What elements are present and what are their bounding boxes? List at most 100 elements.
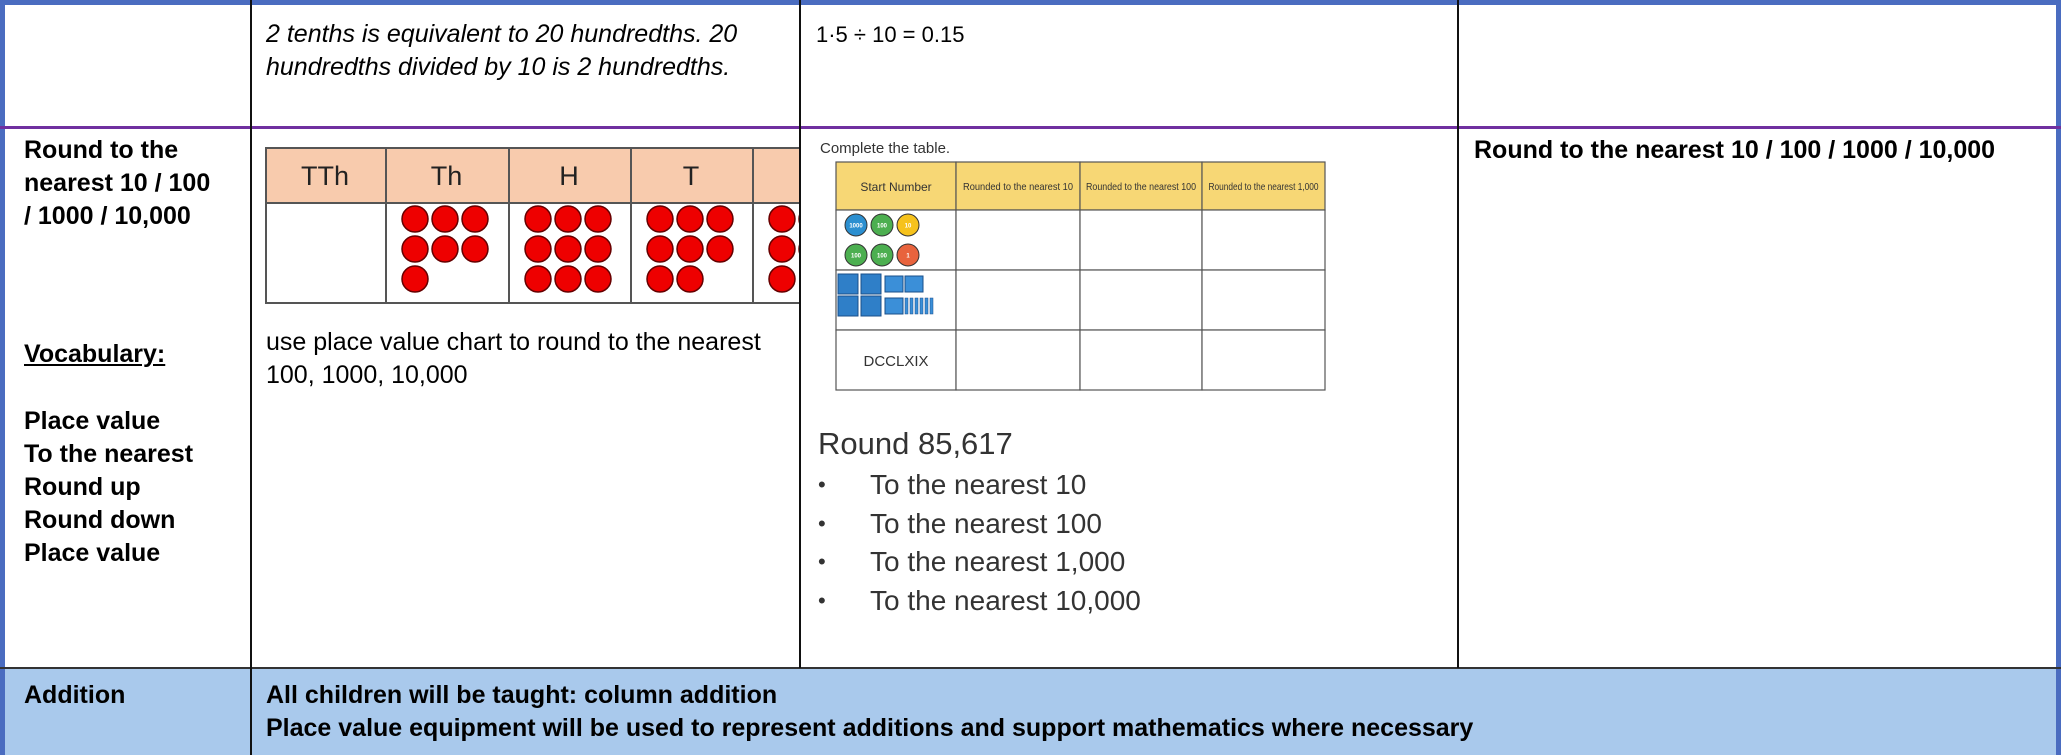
counter: [554, 205, 582, 233]
counter: [844, 213, 868, 237]
counter: [431, 235, 459, 263]
col-divider: [250, 0, 252, 755]
col-divider: [1457, 0, 1459, 668]
bullet-item: • To the nearest 1,000: [818, 543, 1438, 582]
table-cell: [1201, 161, 1326, 211]
counter-label: 10: [905, 224, 912, 230]
hundred-flat: [884, 275, 904, 293]
counter: [461, 205, 489, 233]
thousand-block: [860, 295, 882, 317]
cell-text: use place value chart to round to the ne…: [266, 328, 761, 389]
ten-rod: [929, 297, 934, 315]
counter: [524, 265, 552, 293]
table-cell: [1201, 209, 1326, 271]
header-label: TTh: [301, 161, 349, 191]
counter: [401, 265, 429, 293]
ten-rod: [904, 297, 909, 315]
heading: Round to the nearest 10 / 100 / 1000 / 1…: [24, 136, 211, 230]
table-cell: [835, 161, 957, 211]
table-cell: [1201, 329, 1326, 391]
header-cell: [752, 147, 799, 204]
rounding-table-image: Complete the table. Start Number Rounded t…: [820, 140, 1326, 391]
place-value-chart: TThThHTO: [265, 147, 799, 304]
counter: [401, 205, 429, 233]
row-line: Place value equipment will be used to re…: [266, 714, 1474, 742]
question: Round 85,617: [818, 426, 1013, 461]
table-cell: [955, 269, 1081, 331]
roman-numeral: DCCLXIX: [863, 353, 928, 370]
counter: [870, 243, 894, 267]
hundred-flat: [884, 297, 904, 315]
table-header: Start Number: [860, 180, 931, 194]
heading: Round to the nearest 10 / 100 / 1000 / 1…: [1474, 136, 1996, 164]
counter: [706, 235, 734, 263]
row-divider: [0, 126, 2061, 129]
counter-label: 100: [851, 254, 862, 260]
bullet-text: To the nearest 1,000: [870, 546, 1126, 578]
ten-rod: [914, 297, 919, 315]
counter: [844, 243, 868, 267]
counter-label: 100: [877, 254, 888, 260]
counter: [524, 235, 552, 263]
counter: [676, 265, 704, 293]
counter: [768, 205, 796, 233]
header-label: T: [683, 161, 700, 191]
counter: [554, 235, 582, 263]
counter-label: 1000: [849, 224, 863, 230]
ten-rod: [924, 297, 929, 315]
vocabulary-item: Place value: [24, 539, 161, 567]
counter: [676, 205, 704, 233]
cell-text: 2 tenths is equivalent to 20 hundredths.…: [266, 20, 738, 81]
right-border: [2056, 0, 2061, 755]
counter: [896, 213, 920, 237]
vocabulary-item: Place value: [24, 407, 161, 435]
bullet-text: To the nearest 10: [870, 469, 1087, 501]
counter: [646, 205, 674, 233]
thousand-block: [860, 273, 882, 295]
row-divider: [0, 667, 2061, 669]
table-cell: [955, 329, 1081, 391]
counter: [554, 265, 582, 293]
bullet-item: • To the nearest 100: [818, 505, 1438, 544]
header-cell: [265, 147, 387, 204]
counter: [896, 243, 920, 267]
ten-rod: [919, 297, 924, 315]
counter: [401, 235, 429, 263]
counter: [706, 205, 734, 233]
bullet: •: [818, 472, 826, 498]
counter: [524, 205, 552, 233]
top-border: [0, 0, 2061, 5]
vocabulary-list: Place value To the nearest Round up Round d…: [24, 405, 244, 570]
thousand-block: [837, 295, 859, 317]
header-cell: [508, 147, 632, 204]
table-cell: [1201, 269, 1326, 331]
counter-label: 1: [906, 254, 910, 260]
header-label: H: [559, 161, 579, 191]
left-border: [0, 0, 5, 755]
bullet-item: • To the nearest 10: [818, 466, 1438, 505]
row-label: Addition: [24, 681, 126, 709]
counter: [768, 265, 796, 293]
table-cell: [1079, 209, 1203, 271]
table-header: Rounded to the nearest 1,000: [1209, 181, 1319, 193]
cell-text: 1·5 ÷ 10 = 0.15: [816, 22, 965, 47]
ten-rod: [909, 297, 914, 315]
caption: Complete the table.: [820, 140, 950, 157]
counter: [461, 235, 489, 263]
counter: [768, 235, 796, 263]
counter: [584, 265, 612, 293]
vocabulary-item: To the nearest: [24, 440, 194, 468]
table-cell: [1079, 329, 1203, 391]
row3-bg: [0, 668, 2061, 755]
bullet-list: • To the nearest 10 • To the nearest 100 • To…: [818, 466, 1438, 620]
vocabulary-item: Round down: [24, 506, 176, 534]
bullet: •: [818, 587, 826, 613]
counter: [676, 235, 704, 263]
counter: [431, 205, 459, 233]
header-label: Th: [431, 161, 463, 191]
counter: [584, 205, 612, 233]
counter: [584, 235, 612, 263]
thousand-block: [837, 273, 859, 295]
bullet-text: To the nearest 10,000: [870, 584, 1141, 616]
